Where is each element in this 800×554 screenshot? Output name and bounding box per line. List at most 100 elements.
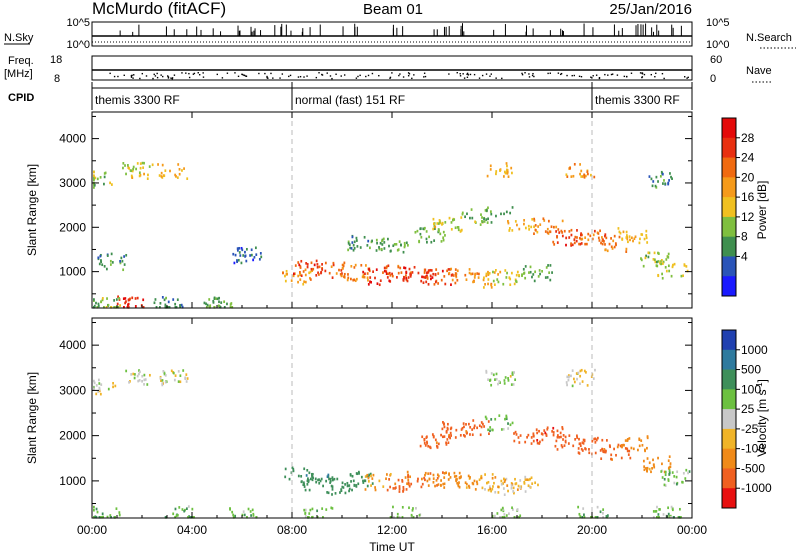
data-cell: [576, 434, 578, 438]
data-cell: [664, 182, 667, 186]
data-cell: [426, 479, 429, 483]
data-cell: [119, 261, 122, 265]
data-cell: [138, 372, 140, 376]
data-cell: [524, 475, 527, 479]
colorbar-tick-label: 12: [741, 210, 755, 224]
nave-point: [590, 76, 592, 78]
data-cell: [573, 238, 576, 241]
data-cell: [319, 479, 322, 483]
data-cell: [673, 481, 676, 485]
data-cell: [367, 475, 370, 479]
data-cell: [321, 268, 324, 271]
data-cell: [596, 505, 599, 509]
data-cell: [243, 513, 246, 517]
data-cell: [487, 270, 489, 274]
data-cell: [579, 515, 582, 518]
data-cell: [112, 381, 114, 385]
data-cell: [505, 168, 508, 172]
data-cell: [302, 481, 305, 485]
data-cell: [465, 482, 468, 486]
data-cell: [309, 477, 312, 481]
data-cell: [655, 175, 658, 179]
data-cell: [504, 269, 507, 272]
nave-point: [117, 75, 119, 78]
data-cell: [640, 257, 642, 260]
data-cell: [352, 248, 355, 252]
data-cell: [306, 479, 309, 483]
nave-point: [389, 77, 391, 79]
data-cell: [405, 277, 408, 280]
nave-point: [202, 76, 205, 78]
data-cell: [100, 383, 103, 386]
data-cell: [118, 513, 121, 517]
data-cell: [668, 269, 671, 273]
data-cell: [398, 485, 401, 488]
data-cell: [536, 230, 539, 234]
data-cell: [524, 226, 527, 230]
data-cell: [353, 278, 356, 282]
data-cell: [366, 484, 369, 488]
data-cell: [433, 227, 436, 230]
data-cell: [352, 278, 355, 282]
colorbar-swatch: [722, 276, 736, 297]
data-cell: [531, 482, 534, 485]
data-cell: [143, 161, 145, 165]
nave-point: [321, 74, 324, 76]
nave-point: [411, 77, 413, 80]
data-cell: [524, 478, 527, 482]
data-cell: [639, 237, 641, 241]
data-cell: [103, 306, 105, 309]
data-cell: [486, 481, 488, 485]
nsearch-tick-bottom: 10^0: [706, 39, 730, 51]
data-cell: [660, 262, 663, 266]
data-cell: [621, 238, 624, 241]
nave-point: [528, 73, 530, 75]
data-cell: [392, 516, 395, 519]
data-cell: [495, 170, 498, 173]
data-cell: [126, 306, 129, 309]
data-cell: [483, 220, 486, 223]
colorbar-tick-label: -100: [741, 442, 765, 456]
data-cell: [177, 163, 180, 166]
data-cell: [318, 265, 321, 269]
data-cell: [121, 259, 124, 263]
data-cell: [291, 466, 294, 469]
data-cell: [508, 229, 511, 232]
data-cell: [487, 488, 490, 492]
nave-point: [188, 72, 190, 75]
data-cell: [451, 278, 454, 282]
data-cell: [584, 242, 587, 246]
data-cell: [568, 230, 571, 233]
data-cell: [663, 477, 666, 481]
data-cell: [367, 283, 370, 286]
data-cell: [367, 480, 370, 483]
data-cell: [663, 470, 666, 474]
data-cell: [360, 475, 363, 479]
data-cell: [434, 280, 437, 284]
data-cell: [426, 276, 429, 279]
data-cell: [533, 232, 535, 236]
data-cell: [208, 298, 211, 301]
data-cell: [549, 278, 552, 282]
data-cell: [341, 481, 344, 485]
velocity-colorbar-label: Velocity [m s-1]: [755, 379, 769, 457]
data-cell: [311, 478, 314, 482]
data-cell: [476, 482, 479, 486]
data-cell: [147, 173, 149, 177]
data-cell: [477, 272, 480, 276]
data-cell: [346, 481, 349, 485]
data-cell: [601, 242, 604, 246]
data-cell: [658, 516, 660, 519]
data-cell: [119, 259, 121, 263]
data-cell: [130, 174, 133, 178]
nave-point: [611, 73, 614, 75]
data-cell: [382, 271, 384, 274]
data-cell: [405, 488, 408, 491]
data-cell: [449, 476, 452, 479]
data-cell: [93, 298, 95, 301]
data-cell: [556, 448, 559, 451]
data-cell: [579, 374, 582, 378]
nave-point: [490, 73, 492, 75]
data-cell: [93, 306, 95, 309]
